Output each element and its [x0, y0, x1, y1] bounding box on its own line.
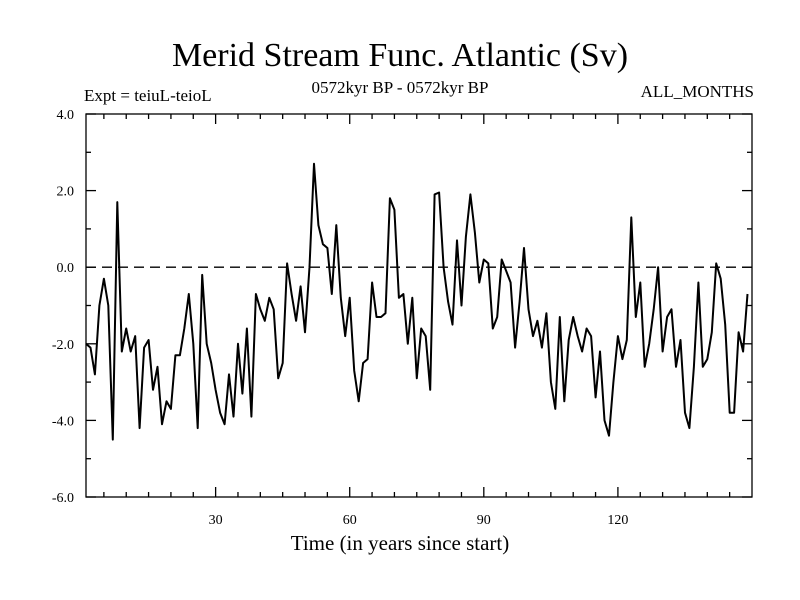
y-tick-label: 0.0	[57, 261, 75, 276]
experiment-label: Expt = teiuL-teioL	[84, 86, 212, 105]
time-range-label: 0572kyr BP - 0572kyr BP	[311, 78, 489, 97]
x-tick-label: 30	[209, 513, 223, 528]
axis-ticks: 30 60 90 120 -6.0 -4.0 -2.0 0.0 2.0 4.0	[52, 108, 752, 528]
y-tick-label: -6.0	[52, 491, 74, 506]
x-tick-label: 90	[477, 513, 491, 528]
y-tick-label: 2.0	[57, 185, 75, 200]
months-label: ALL_MONTHS	[640, 82, 754, 101]
x-tick-label: 120	[607, 513, 628, 528]
y-tick-label: 4.0	[57, 108, 75, 123]
data-series-line	[85, 162, 749, 441]
plot-area-frame	[85, 113, 753, 498]
x-tick-label: 60	[343, 513, 357, 528]
chart-title: Merid Stream Func. Atlantic (Sv)	[171, 37, 629, 74]
y-tick-label: -4.0	[52, 414, 74, 429]
y-tick-label: -2.0	[52, 338, 74, 353]
x-axis-label: Time (in years since start)	[290, 531, 510, 555]
